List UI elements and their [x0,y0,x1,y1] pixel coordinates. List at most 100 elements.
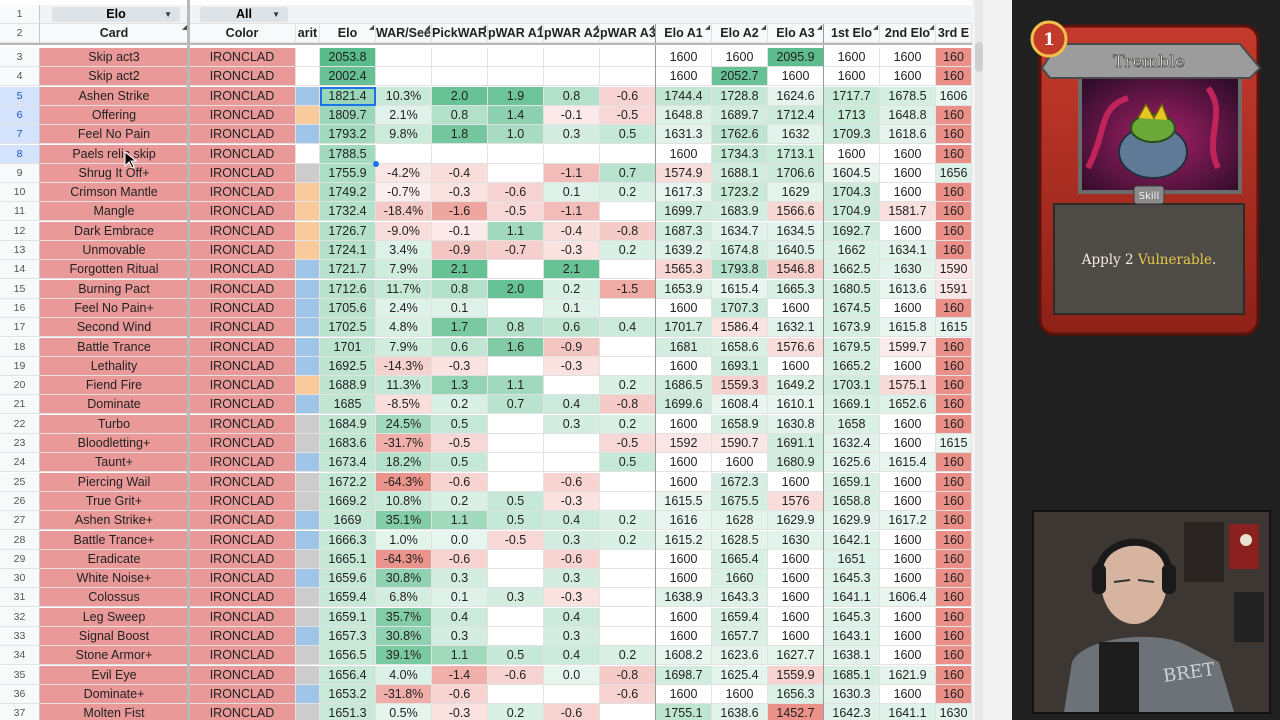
cell-pa1[interactable]: 1.1 [488,376,544,396]
cell-pa1[interactable]: 0.5 [488,646,544,666]
cell-color[interactable]: IRONCLAD [189,607,296,627]
cell-e3[interactable]: 160 [936,144,972,164]
cell-ea2[interactable]: 1600 [712,48,768,67]
row-number[interactable]: 3 [0,48,40,67]
cell-pa2[interactable] [544,48,600,67]
cell-e1[interactable]: 1641.1 [824,588,880,608]
cell-rarity[interactable] [296,67,320,87]
cell-color[interactable]: IRONCLAD [189,530,296,550]
cell-e1[interactable]: 1643.1 [824,627,880,646]
cell-pa1[interactable] [488,607,544,627]
cell-e1[interactable]: 1600 [824,67,880,87]
cell-rarity[interactable] [296,607,320,627]
cell-ea2[interactable]: 1586.4 [712,318,768,338]
cell-ea2[interactable]: 1672.3 [712,472,768,492]
cell-color[interactable]: IRONCLAD [189,279,296,299]
cell-e2[interactable]: 1600 [880,646,936,666]
cell-ea2[interactable]: 1665.4 [712,549,768,569]
cell-ea3[interactable]: 1600 [768,356,824,376]
row-number[interactable]: 10 [0,183,40,203]
row-number[interactable]: 26 [0,491,40,511]
cell-e3[interactable]: 160 [936,588,972,608]
cell-card[interactable]: Dark Embrace [40,221,189,241]
cell-pick[interactable]: -0.3 [432,183,488,203]
cell-elo[interactable]: 1712.6 [320,279,376,299]
cell-e1[interactable]: 1692.7 [824,221,880,241]
cell-ea2[interactable]: 1638.6 [712,704,768,720]
cell-pa3[interactable] [600,627,656,646]
cell-ea3[interactable]: 2095.9 [768,48,824,67]
cell-e1[interactable]: 1717.7 [824,86,880,106]
cell-e2[interactable]: 1648.8 [880,105,936,125]
cell-color[interactable]: IRONCLAD [189,241,296,260]
cell-card[interactable]: Evil Eye [40,665,189,685]
cell-pick[interactable]: 0.4 [432,607,488,627]
cell-war[interactable]: 2.1% [376,105,432,125]
filter-dropdown-elo[interactable]: Elo ▼ [52,7,180,22]
cell-ea2[interactable]: 1658.6 [712,337,768,357]
scrollbar[interactable] [972,0,1012,720]
cell-ea2[interactable]: 1734.3 [712,144,768,164]
cell-e1[interactable]: 1704.3 [824,183,880,203]
cell-pick[interactable]: 1.7 [432,318,488,338]
row-number[interactable]: 31 [0,588,40,608]
cell-color[interactable]: IRONCLAD [189,646,296,666]
cell-e2[interactable]: 1600 [880,607,936,627]
cell-rarity[interactable] [296,260,320,280]
cell-pick[interactable]: 2.1 [432,260,488,280]
cell-ea2[interactable]: 1608.4 [712,395,768,415]
cell-ea3[interactable]: 1600 [768,549,824,569]
cell-war[interactable]: -8.5% [376,395,432,415]
cell-e1[interactable]: 1673.9 [824,318,880,338]
cell-rarity[interactable] [296,356,320,376]
cell-ea1[interactable]: 1687.3 [656,221,712,241]
cell-e2[interactable]: 1600 [880,684,936,704]
cell-card[interactable]: Fiend Fire [40,376,189,396]
cell-ea1[interactable]: 1600 [656,472,712,492]
cell-e2[interactable]: 1600 [880,144,936,164]
cell-pa1[interactable] [488,298,544,318]
cell-pa2[interactable]: -0.4 [544,221,600,241]
cell-ea1[interactable]: 1755.1 [656,704,712,720]
cell-e1[interactable]: 1642.3 [824,704,880,720]
cell-e3[interactable]: 160 [936,241,972,260]
cell-pick[interactable]: 0.1 [432,588,488,608]
cell-pa1[interactable]: -0.6 [488,665,544,685]
row-number[interactable]: 17 [0,318,40,338]
cell-pa1[interactable]: -0.6 [488,183,544,203]
cell-ea2[interactable]: 1674.8 [712,241,768,260]
cell-ea2[interactable]: 1660 [712,569,768,589]
cell-ea3[interactable]: 1632 [768,125,824,145]
cell-elo[interactable]: 1669 [320,511,376,531]
cell-pa2[interactable]: 0.8 [544,86,600,106]
cell-color[interactable]: IRONCLAD [189,221,296,241]
cell-war[interactable]: 35.7% [376,607,432,627]
cell-ea2[interactable]: 1728.8 [712,86,768,106]
cell-pa1[interactable] [488,48,544,67]
cell-pa2[interactable]: 0.4 [544,607,600,627]
cell-ea1[interactable]: 1592 [656,434,712,453]
cell-ea1[interactable]: 1648.8 [656,105,712,125]
cell-pick[interactable]: 0.3 [432,569,488,589]
cell-pick[interactable]: -0.6 [432,472,488,492]
cell-e1[interactable]: 1709.3 [824,125,880,145]
cell-pa2[interactable]: 0.4 [544,646,600,666]
cell-pa2[interactable]: -1.1 [544,202,600,222]
cell-ea1[interactable]: 1615.2 [656,530,712,550]
cell-e3[interactable]: 1606 [936,86,972,106]
cell-pa2[interactable]: 0.3 [544,414,600,434]
cell-pick[interactable]: -0.5 [432,434,488,453]
column-header-pick[interactable]: PickWAR ◢ [432,24,488,43]
column-header-rarity[interactable]: arit [296,24,320,43]
cell-rarity[interactable] [296,627,320,646]
cell-war[interactable]: -64.3% [376,472,432,492]
cell-e2[interactable]: 1581.7 [880,202,936,222]
cell-pa3[interactable]: 0.5 [600,125,656,145]
cell-ea3[interactable]: 1649.2 [768,376,824,396]
cell-card[interactable]: Paels relic skip [40,144,189,164]
cell-ea3[interactable]: 1610.1 [768,395,824,415]
cell-color[interactable]: IRONCLAD [189,376,296,396]
cell-pa3[interactable]: 0.2 [600,530,656,550]
cell-rarity[interactable] [296,376,320,396]
cell-e3[interactable]: 1615 [936,318,972,338]
